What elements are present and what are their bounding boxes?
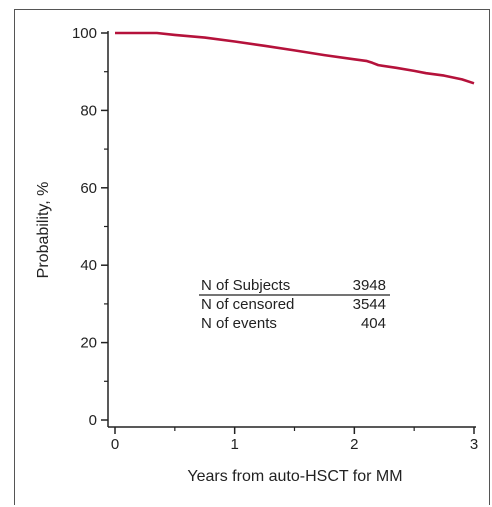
y-tick-label: 0 — [89, 412, 97, 429]
y-axis-label: Probability, % — [35, 182, 52, 279]
y-tick-label: 20 — [80, 335, 97, 352]
summary-table: N of Subjects 3948 N of censored 3544 N of e… — [199, 277, 390, 332]
table-row-label: N of events — [201, 315, 277, 332]
table-row-label: N of Subjects — [201, 277, 290, 294]
x-tick-label: 0 — [111, 436, 119, 453]
x-axis-label: Years from auto-HSCT for MM — [187, 468, 402, 485]
y-tick-label: 60 — [80, 180, 97, 197]
table-row-value: 404 — [361, 315, 386, 332]
table-row-value: 3948 — [353, 277, 386, 294]
y-tick-label: 80 — [80, 102, 97, 119]
x-tick-label: 2 — [350, 436, 358, 453]
table-row-label: N of censored — [201, 296, 294, 313]
y-tick-label: 40 — [80, 257, 97, 274]
y-tick-label: 100 — [72, 25, 97, 42]
x-tick-label: 1 — [230, 436, 238, 453]
series-layer — [115, 31, 475, 85]
survival-curve — [115, 31, 475, 85]
x-tick-label: 3 — [470, 436, 478, 453]
axes: 0 20 40 60 80 100 0 1 2 3 — [72, 25, 478, 453]
chart-frame — [14, 9, 490, 505]
table-row-value: 3544 — [353, 296, 386, 313]
